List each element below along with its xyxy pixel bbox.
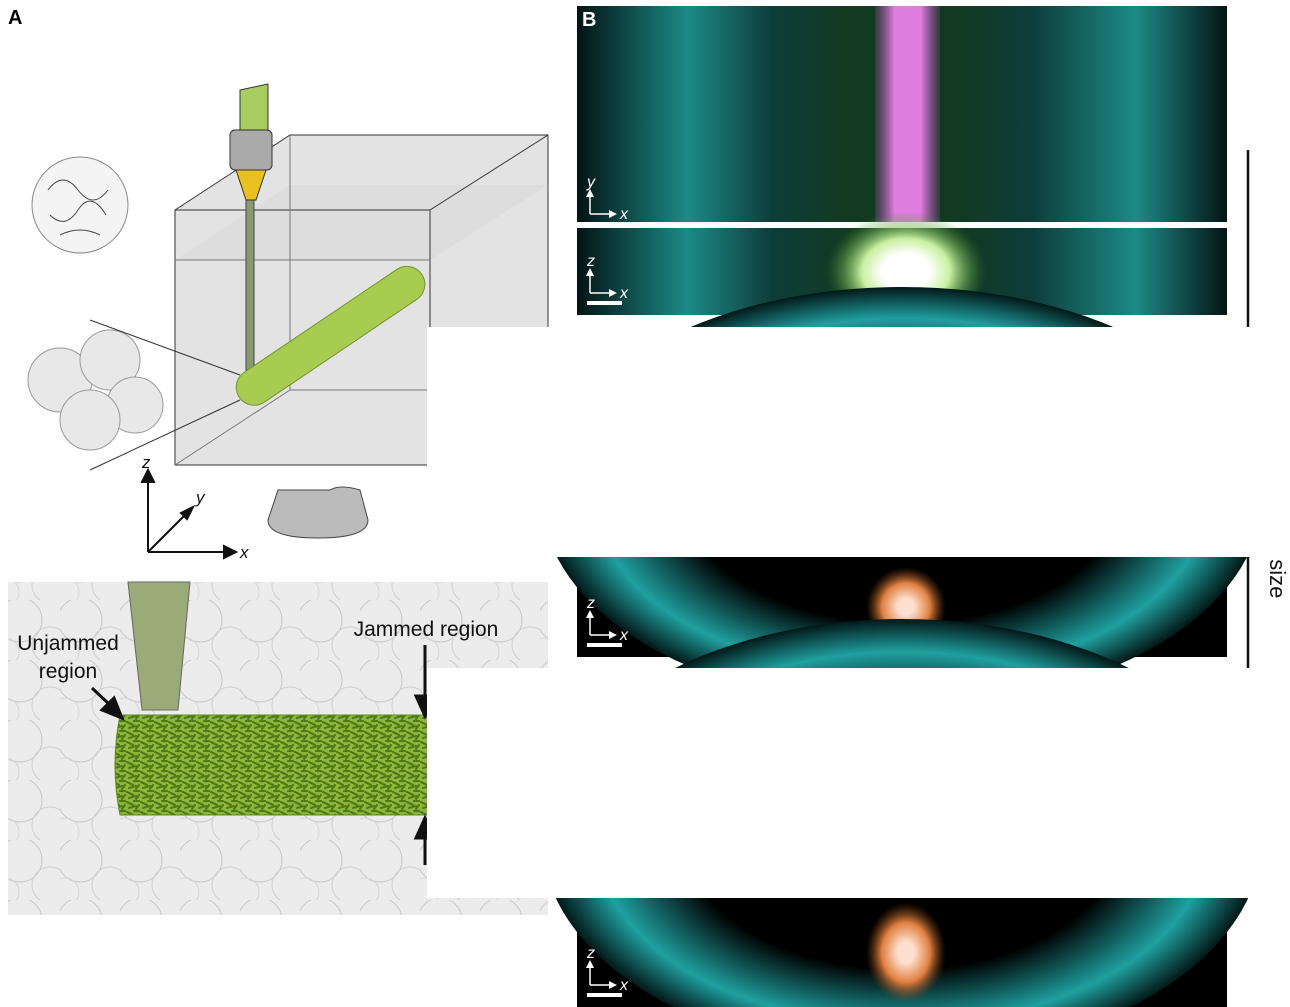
axis-label: y [586, 174, 596, 191]
scale-bar [587, 993, 622, 997]
glow [866, 903, 946, 1003]
axis-label: x [619, 876, 629, 893]
axis-label: y [586, 503, 596, 520]
scale-bar [587, 643, 622, 647]
mask [427, 668, 1290, 898]
annotation: region [39, 660, 97, 683]
annotation: Jammed region [354, 618, 499, 641]
panel-label: C [582, 340, 596, 362]
axis-label: x [619, 206, 629, 223]
figure: A z y x Unjammed region Jammed region De… [0, 0, 1290, 1007]
axis-label: z [586, 945, 595, 962]
axis-label: x [619, 977, 629, 994]
axis-label: x [239, 543, 249, 562]
micrograph-stripe [875, 6, 940, 222]
axis-label: y [195, 488, 206, 507]
axis-label: y [586, 844, 596, 861]
panel-label: D [582, 681, 596, 703]
axis-label: z [586, 595, 595, 612]
scale-bar [587, 301, 622, 305]
axis-label: z [141, 453, 151, 472]
axis-label: x [619, 285, 629, 302]
axis-label: z [586, 253, 595, 270]
panel-label: A [8, 7, 22, 29]
panel-label: B [582, 9, 596, 31]
axis-label: x [619, 535, 629, 552]
annotation: Unjammed [17, 632, 119, 655]
axis-label: x [619, 627, 629, 644]
mask [427, 327, 1290, 557]
